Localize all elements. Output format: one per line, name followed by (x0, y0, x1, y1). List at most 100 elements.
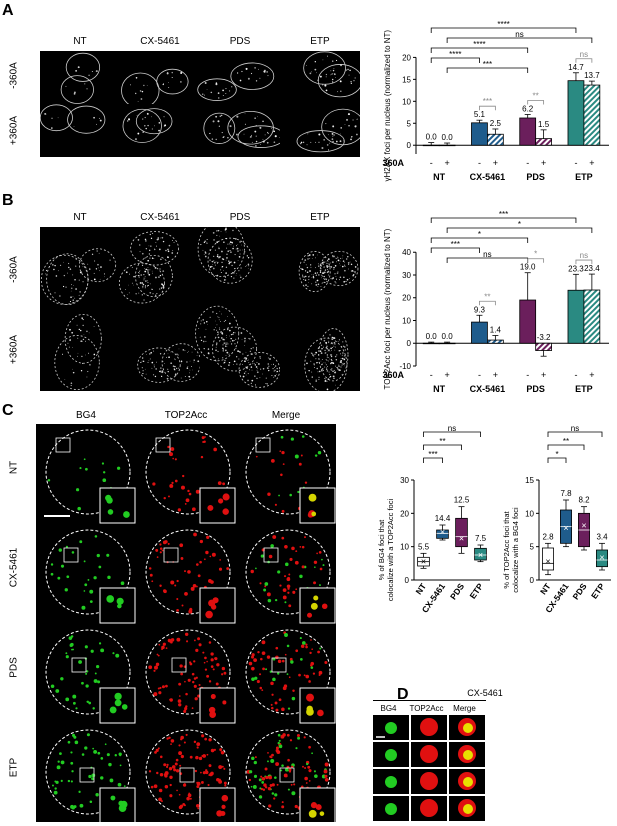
focus-dot (281, 450, 285, 455)
focus-dot (155, 368, 157, 370)
focus-dot (260, 657, 263, 661)
focus-dot (97, 751, 101, 755)
focus-dot (332, 73, 334, 74)
focus-dot (143, 277, 145, 279)
nucleus-outline (212, 326, 258, 372)
focus-dot (240, 244, 242, 246)
focus-dot (328, 265, 330, 268)
focus-dot (350, 270, 352, 272)
focus-dot (102, 471, 106, 474)
focus-dot (276, 672, 280, 675)
focus-dot (307, 254, 309, 257)
bar (487, 339, 504, 344)
focus-dot (286, 584, 291, 589)
focus-dot (68, 346, 70, 348)
bar (519, 117, 537, 146)
focus-dot (128, 292, 130, 294)
focus-dot (144, 270, 147, 273)
focus-dot (114, 754, 117, 757)
focus-dot (142, 372, 144, 375)
focus-dot (162, 361, 164, 363)
focus-dot (308, 254, 311, 256)
y-tick-label: 10 (400, 543, 409, 552)
focus-dot (196, 785, 200, 789)
focus-dot (227, 316, 228, 317)
focus-dot (199, 560, 202, 564)
focus-dot (146, 85, 148, 86)
panel-c-image (136, 524, 236, 624)
focus-dot (260, 143, 262, 145)
significance-bracket (547, 444, 585, 450)
focus-dot (147, 270, 149, 272)
focus-dot (224, 359, 226, 362)
focus-dot (191, 351, 193, 353)
focus-dot (313, 367, 315, 369)
focus-dot (299, 545, 302, 548)
panel-c-image (136, 724, 236, 822)
focus-dot (247, 77, 250, 80)
focus-dot (329, 334, 331, 336)
focus-dot (305, 643, 308, 646)
focus-dot (144, 276, 146, 278)
focus-dot (236, 356, 238, 358)
focus-dot (334, 264, 337, 267)
focus-dot (216, 312, 218, 315)
focus-dot (204, 240, 206, 242)
focus-dot (275, 646, 279, 650)
significance-bracket (430, 237, 529, 243)
focus-dot (347, 113, 350, 116)
focus-dot (223, 279, 226, 281)
focus-dot (336, 261, 337, 263)
focus-dot (206, 88, 208, 90)
focus-dot (271, 127, 273, 129)
focus-dot (299, 142, 302, 145)
focus-dot (95, 268, 98, 270)
focus-dot (262, 788, 266, 791)
focus-dot (200, 323, 202, 325)
focus-dot (321, 558, 323, 561)
focus-dot (251, 653, 255, 657)
focus-dot (198, 683, 201, 687)
focus-dot (227, 137, 229, 139)
group-label: NT (433, 172, 445, 182)
focus-dot (320, 344, 323, 346)
focus-dot (158, 248, 161, 251)
focus-dot (154, 375, 157, 378)
focus-dot (264, 767, 268, 771)
focus-dot (233, 245, 235, 247)
focus-dot (301, 435, 305, 438)
focus-dot (88, 701, 92, 705)
focus-dot (216, 234, 218, 236)
focus-dot (318, 265, 320, 267)
focus-dot (193, 660, 196, 663)
focus-dot (86, 733, 90, 737)
panel-c-col-header: TOP2Acc (164, 410, 208, 421)
focus-dot (248, 369, 251, 371)
focus-dot (332, 370, 334, 373)
focus-dot (89, 589, 94, 594)
focus-dot (275, 762, 280, 766)
focus-dot (268, 775, 273, 780)
focus-dot (69, 328, 71, 331)
focus-dot (350, 82, 352, 84)
data-label: 14.4 (435, 514, 451, 523)
focus-dot (343, 261, 345, 263)
group-label: CX-5461 (470, 172, 506, 182)
focus-dot (278, 744, 283, 749)
panel-c-row-label: NT (8, 460, 20, 475)
focus-dot (244, 341, 246, 343)
box (436, 529, 449, 539)
focus-dot (193, 361, 195, 363)
focus-dot (65, 286, 67, 288)
significance-bracket (547, 457, 567, 463)
nucleus-outline (245, 629, 331, 715)
focus-dot (332, 375, 335, 378)
focus-dot (197, 574, 201, 578)
focus-dot (310, 264, 312, 266)
focus-dot (352, 273, 355, 276)
focus-dot (208, 764, 212, 768)
focus-dot (312, 275, 315, 278)
significance-bracket (527, 100, 545, 105)
focus-dot (267, 363, 269, 365)
roi-box (63, 547, 79, 563)
